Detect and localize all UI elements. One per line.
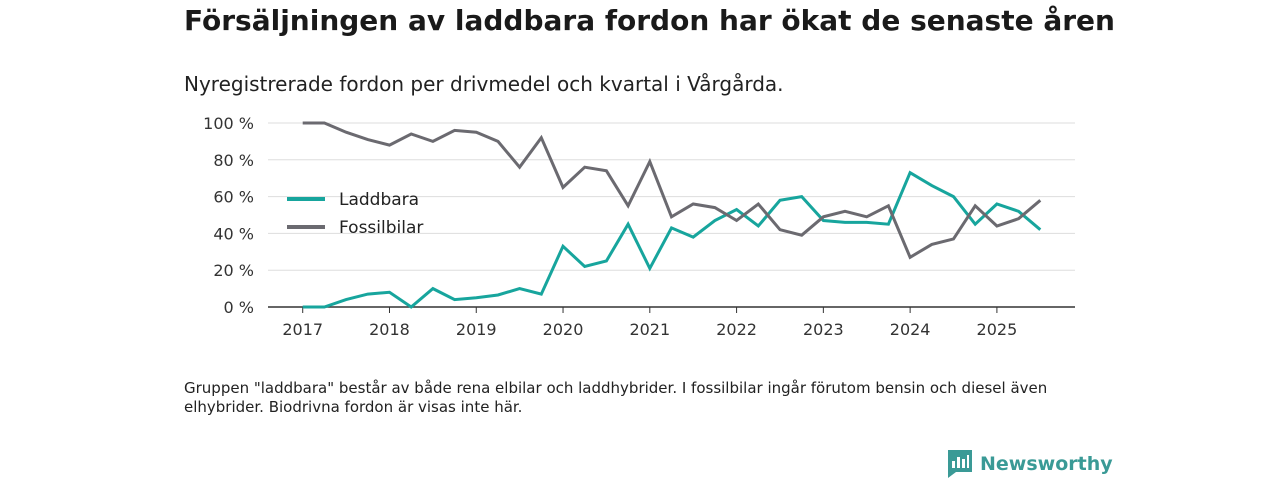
y-tick-label: 0 % bbox=[224, 298, 254, 317]
x-tick-label: 2017 bbox=[282, 320, 323, 339]
y-tick-label: 20 % bbox=[213, 261, 254, 280]
brand-name: Newsworthy bbox=[980, 453, 1113, 475]
legend-label: Fossilbilar bbox=[339, 218, 423, 238]
legend-label: Laddbara bbox=[339, 190, 419, 210]
y-tick-label: 40 % bbox=[213, 224, 254, 243]
x-tick-label: 2024 bbox=[890, 320, 931, 339]
x-tick-label: 2022 bbox=[716, 320, 757, 339]
chart-title: Försäljningen av laddbara fordon har öka… bbox=[184, 4, 1115, 37]
chart-subtitle: Nyregistrerade fordon per drivmedel och … bbox=[184, 72, 784, 96]
y-tick-label: 80 % bbox=[213, 151, 254, 170]
x-tick-label: 2023 bbox=[803, 320, 844, 339]
series-line-fossilbilar bbox=[302, 121, 1042, 260]
bar-chart-logo-icon bbox=[948, 450, 972, 478]
y-tick-label: 100 % bbox=[203, 114, 254, 133]
y-tick-label: 60 % bbox=[213, 188, 254, 207]
x-tick-label: 2021 bbox=[629, 320, 670, 339]
newsworthy-logo: Newsworthy bbox=[948, 450, 1113, 478]
x-tick-label: 2020 bbox=[543, 320, 584, 339]
chart-note: Gruppen "laddbara" består av både rena e… bbox=[184, 379, 1048, 416]
x-tick-label: 2019 bbox=[456, 320, 497, 339]
x-tick-label: 2018 bbox=[369, 320, 410, 339]
x-tick-label: 2025 bbox=[977, 320, 1018, 339]
series-line-laddbara bbox=[302, 170, 1042, 309]
